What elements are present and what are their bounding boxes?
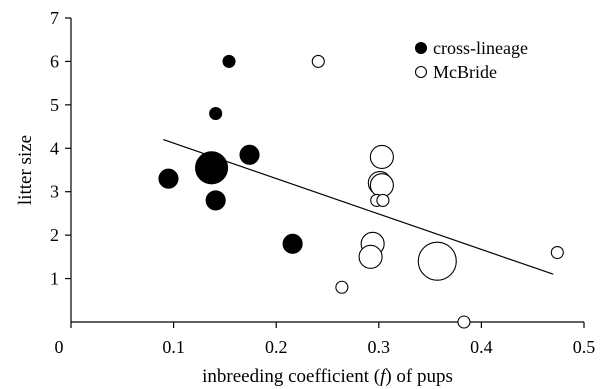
x-axis-label: inbreeding coefficient (f) of pups (202, 366, 453, 387)
y-tick-label: 3 (50, 182, 59, 202)
y-tick-label: 4 (50, 138, 59, 158)
legend-label-cross-lineage: cross-lineage (433, 38, 528, 58)
point-cross-lineage (239, 144, 260, 165)
x-tick-label: 0.4 (470, 337, 493, 357)
point-cross-lineage (195, 151, 229, 185)
y-tick-label: 2 (50, 225, 59, 245)
point-mcbride (369, 144, 394, 170)
point-cross-lineage (158, 168, 179, 189)
point-cross-lineage (209, 106, 223, 121)
point-mcbride (358, 244, 383, 269)
point-cross-lineage (222, 54, 236, 68)
legend-marker-mcbride (414, 65, 428, 79)
point-cross-lineage (205, 190, 226, 211)
point-mcbride (311, 54, 325, 68)
axes (70, 18, 584, 323)
data-points (158, 54, 564, 329)
point-mcbride (376, 193, 390, 207)
point-mcbride (457, 315, 471, 329)
trendline-group (163, 139, 554, 275)
y-axis-ticks: 1 2 3 4 5 6 7 (50, 8, 71, 289)
legend-marker-cross-lineage (414, 41, 428, 55)
y-tick-label: 5 (50, 95, 59, 115)
x-axis-ticks: 0 0.1 0.2 0.3 0.4 0.5 (55, 322, 596, 357)
legend: cross-lineage McBride (414, 38, 528, 82)
y-tick-label: 7 (50, 8, 59, 28)
legend-label-mcbride: McBride (433, 62, 497, 82)
y-tick-label: 1 (50, 269, 59, 289)
point-mcbride (335, 280, 349, 294)
x-tick-label: 0.5 (573, 337, 596, 357)
point-mcbride (550, 245, 564, 260)
x-tick-label: 0.1 (162, 337, 185, 357)
trendline (163, 139, 554, 275)
x-tick-label: 0.2 (265, 337, 288, 357)
point-cross-lineage (282, 233, 303, 254)
y-tick-label: 6 (50, 51, 59, 71)
point-mcbride (369, 173, 394, 198)
y-axis-label: litter size (15, 135, 36, 205)
x-tick-label: 0 (55, 337, 64, 357)
x-tick-label: 0.3 (368, 337, 391, 357)
point-mcbride (417, 241, 457, 281)
